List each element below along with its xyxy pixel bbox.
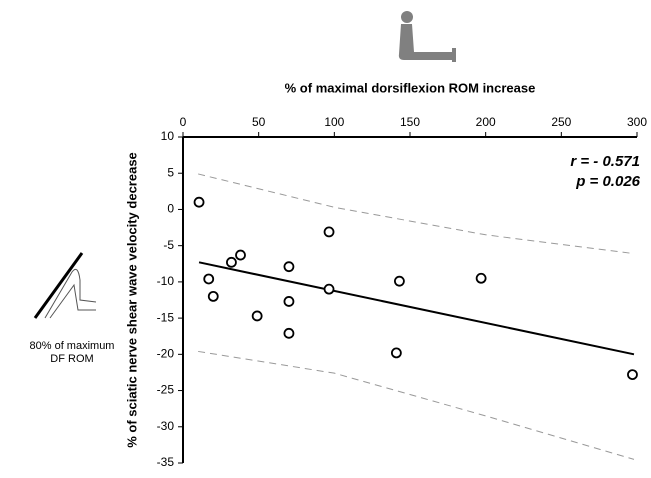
side-label: DF ROM [50, 353, 93, 365]
y-tick-label: -20 [157, 347, 175, 361]
confidence-band [198, 173, 635, 255]
data-point [627, 369, 638, 381]
x-tick-label: 250 [551, 115, 571, 129]
annotation: p = 0.026 [575, 173, 640, 190]
data-point [283, 296, 295, 307]
x-tick-label: 300 [627, 115, 647, 129]
x-tick-label: 50 [252, 115, 266, 129]
y-tick-label: 0 [167, 202, 174, 216]
y-tick-label: -30 [157, 419, 175, 433]
data-point [207, 290, 219, 302]
data-point [226, 256, 237, 268]
data-point [283, 261, 295, 273]
x-tick-label: 150 [400, 115, 420, 129]
y-tick-label: 10 [161, 129, 175, 143]
y-tick-label: -10 [157, 274, 175, 288]
data-point [394, 275, 405, 287]
seated-figure-icon [398, 11, 456, 62]
x-axis-title: % of maximal dorsiflexion ROM increase [285, 80, 536, 95]
y-tick-label: -15 [157, 310, 175, 324]
y-tick-label: -25 [157, 383, 175, 397]
data-point [323, 226, 335, 238]
y-tick-label: 5 [167, 165, 174, 179]
data-point [193, 196, 205, 208]
data-point [475, 272, 487, 284]
data-point [235, 249, 246, 261]
x-tick-label: 100 [324, 115, 344, 129]
data-point [203, 273, 215, 285]
y-tick-label: -5 [163, 238, 174, 252]
side-label: 80% of maximum [30, 340, 115, 352]
y-axis-title: % of sciatic nerve shear wave velocity d… [124, 152, 139, 448]
annotation: r = - 0.571 [570, 153, 640, 170]
confidence-band [198, 350, 635, 460]
y-tick-label: -35 [157, 455, 175, 469]
data-point [283, 327, 295, 339]
regression-line [198, 261, 635, 356]
data-point [390, 347, 402, 359]
data-point [251, 310, 263, 322]
x-tick-label: 200 [476, 115, 496, 129]
x-tick-label: 0 [180, 115, 187, 129]
data-point [323, 283, 335, 295]
leg-diagram-icon [33, 252, 97, 319]
